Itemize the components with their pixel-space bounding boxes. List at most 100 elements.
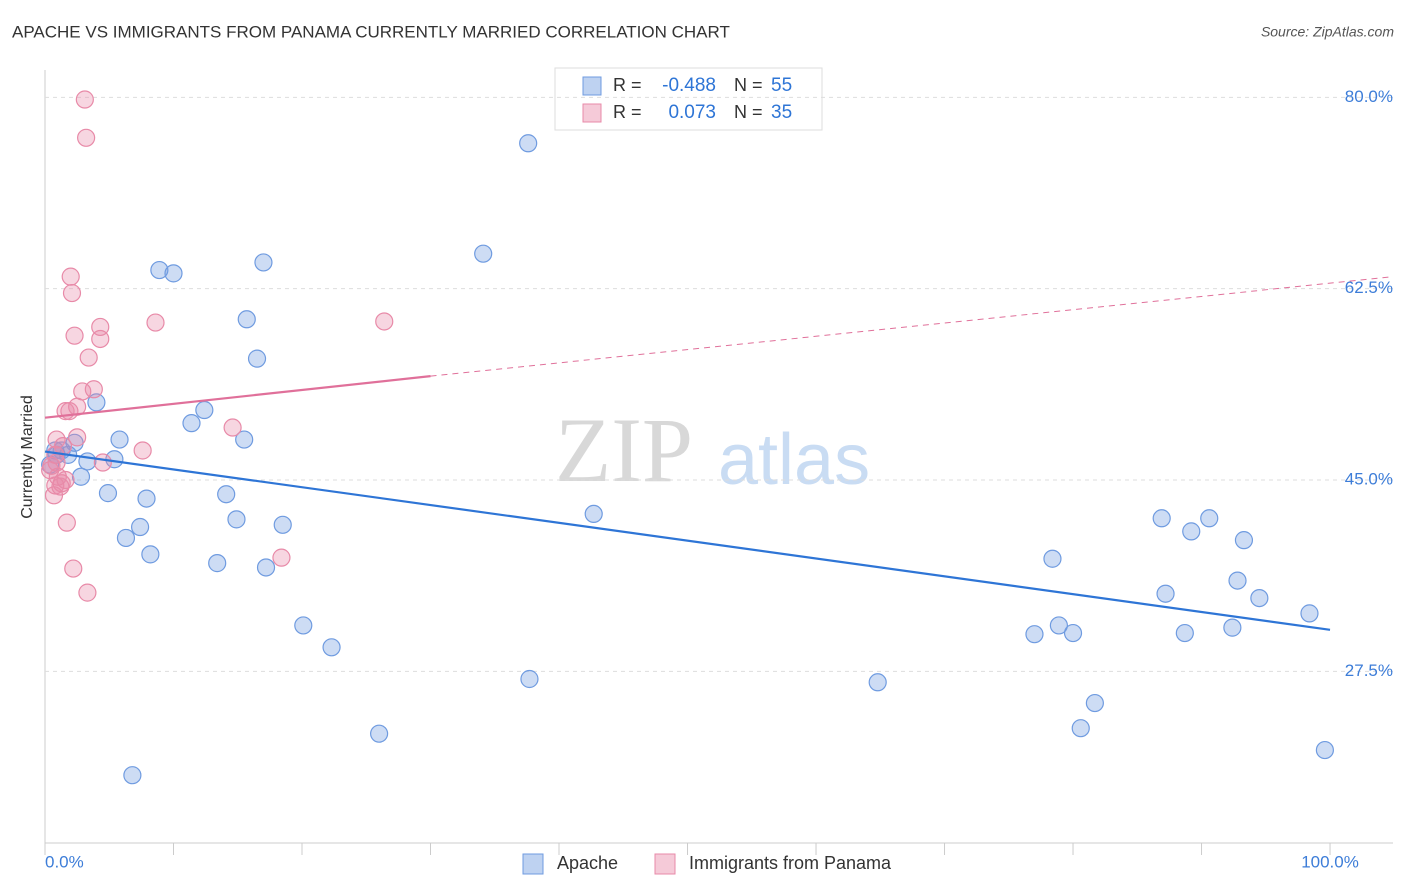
point	[1175, 623, 1194, 643]
legend-r: -0.488	[662, 75, 716, 96]
legend-n-label: N =	[734, 102, 763, 122]
point	[61, 267, 80, 286]
legend-n-label: N =	[734, 75, 763, 95]
point	[130, 517, 150, 537]
legend-swatch	[654, 853, 676, 875]
point	[1063, 623, 1083, 643]
point	[227, 510, 246, 529]
point	[75, 90, 94, 109]
point	[98, 484, 118, 503]
point	[91, 329, 110, 349]
y-tick-label: 45.0%	[1345, 469, 1393, 488]
point	[44, 486, 64, 505]
trend-line	[44, 450, 1331, 631]
legend-box	[554, 67, 823, 131]
point	[60, 402, 79, 421]
point	[195, 400, 214, 420]
y-tick-label: 27.5%	[1345, 661, 1393, 680]
x-tick-label: 100.0%	[1301, 852, 1359, 871]
y-axis-label: Currently Married	[19, 395, 36, 519]
point	[65, 326, 84, 345]
legend-swatch	[582, 103, 602, 123]
point	[375, 312, 394, 331]
point	[84, 380, 103, 399]
point	[1315, 740, 1334, 760]
legend-r-label: R =	[613, 102, 642, 122]
source: Source: ZipAtlas.com	[1261, 24, 1394, 40]
point	[237, 310, 256, 329]
point	[1228, 571, 1247, 590]
point	[235, 430, 254, 449]
point	[93, 453, 112, 472]
point	[78, 452, 97, 471]
point	[150, 260, 169, 280]
point	[1200, 509, 1219, 528]
point	[68, 428, 87, 447]
point	[1071, 719, 1090, 738]
point	[519, 134, 538, 153]
point	[146, 313, 165, 332]
point	[182, 414, 201, 433]
point	[520, 669, 539, 689]
trend-line	[430, 276, 1394, 377]
point	[123, 766, 142, 785]
point	[370, 724, 389, 743]
point	[56, 470, 75, 490]
point	[116, 528, 136, 548]
point	[1182, 522, 1201, 541]
point	[133, 441, 152, 460]
point	[322, 638, 341, 657]
point	[474, 244, 493, 263]
point	[57, 513, 76, 532]
point	[1234, 531, 1254, 550]
y-tick-label: 62.5%	[1345, 278, 1393, 297]
y-tick-label: 80.0%	[1345, 87, 1393, 106]
point	[47, 430, 66, 449]
x-tick-label: 0.0%	[45, 852, 84, 871]
point	[64, 559, 83, 578]
point	[273, 515, 292, 534]
point	[164, 264, 183, 283]
legend-label: Immigrants from Panama	[689, 853, 892, 873]
legend-swatch	[522, 853, 544, 875]
point	[208, 554, 227, 573]
point	[71, 467, 91, 486]
point	[77, 128, 96, 147]
watermark-atlas: atlas	[718, 420, 870, 500]
point	[254, 253, 273, 272]
legend-n: 55	[771, 75, 792, 96]
point	[584, 504, 603, 524]
point	[247, 349, 267, 368]
point	[47, 453, 66, 472]
point	[223, 418, 242, 437]
point	[1085, 693, 1104, 713]
point	[110, 430, 129, 449]
watermark-zip: ZIP	[555, 399, 693, 501]
legend-label: Apache	[557, 853, 618, 873]
point	[272, 548, 291, 567]
point	[1156, 584, 1175, 603]
point	[1043, 549, 1062, 568]
point	[294, 616, 313, 635]
legend-n: 35	[771, 102, 792, 123]
chart-title: APACHE VS IMMIGRANTS FROM PANAMA CURRENT…	[12, 22, 730, 41]
point	[62, 283, 82, 303]
legend-r: 0.073	[668, 102, 716, 123]
point	[79, 348, 98, 367]
point	[1049, 616, 1068, 635]
point	[1223, 618, 1242, 637]
point	[1152, 509, 1171, 528]
legend-r-label: R =	[613, 75, 642, 95]
point	[78, 583, 97, 602]
point	[141, 545, 160, 564]
point	[1250, 588, 1269, 608]
legend-swatch	[582, 76, 602, 96]
point	[137, 489, 156, 508]
point	[868, 673, 887, 692]
trend-line	[44, 375, 431, 419]
point	[256, 558, 276, 577]
point	[1300, 604, 1319, 623]
point	[217, 485, 236, 504]
point	[1025, 625, 1044, 644]
